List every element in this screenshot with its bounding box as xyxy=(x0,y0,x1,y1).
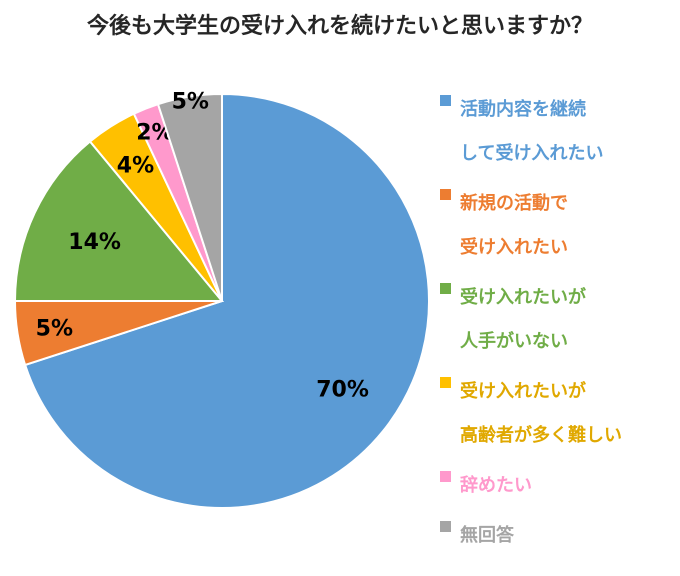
data-label-5: 5% xyxy=(172,90,209,115)
legend-item-5: 無回答 xyxy=(440,514,680,558)
legend-swatch-5 xyxy=(440,521,451,532)
pie-slice-2 xyxy=(13,140,225,302)
legend-item-4: 辞めたい xyxy=(440,464,680,508)
legend-swatch-2 xyxy=(440,283,451,294)
legend-swatch-0 xyxy=(440,95,451,106)
data-label-3: 4% xyxy=(117,154,154,179)
pie-slice-5 xyxy=(156,92,223,302)
pie-chart: 70%5%14%4%2%5% xyxy=(13,90,430,509)
legend-label-1: 新規の活動で 受け入れたい xyxy=(460,193,568,258)
data-label-1: 5% xyxy=(36,317,73,342)
legend-label-4: 辞めたい xyxy=(460,475,532,496)
data-label-0: 70% xyxy=(316,378,369,403)
legend: 活動内容を継続 して受け入れたい 新規の活動で 受け入れたい 受け入れたいが 人手が… xyxy=(440,95,680,576)
legend-label-5: 無回答 xyxy=(460,525,514,546)
legend-swatch-3 xyxy=(440,377,451,388)
pie-slice-0 xyxy=(23,92,430,509)
legend-label-2: 受け入れたいが 人手がいない xyxy=(460,287,586,352)
legend-label-3: 受け入れたいが 高齢者が多く難しい xyxy=(460,381,622,446)
legend-label-0: 活動内容を継続 して受け入れたい xyxy=(460,99,604,164)
legend-item-1: 新規の活動で 受け入れたい xyxy=(440,182,680,270)
data-label-2: 14% xyxy=(68,230,121,255)
legend-swatch-1 xyxy=(440,189,451,200)
legend-item-2: 受け入れたいが 人手がいない xyxy=(440,276,680,364)
legend-item-0: 活動内容を継続 して受け入れたい xyxy=(440,88,680,176)
legend-swatch-4 xyxy=(440,471,451,482)
chart-title: 今後も大学生の受け入れを続けたいと思いますか？ xyxy=(86,14,593,39)
legend-item-3: 受け入れたいが 高齢者が多く難しい xyxy=(440,370,680,458)
